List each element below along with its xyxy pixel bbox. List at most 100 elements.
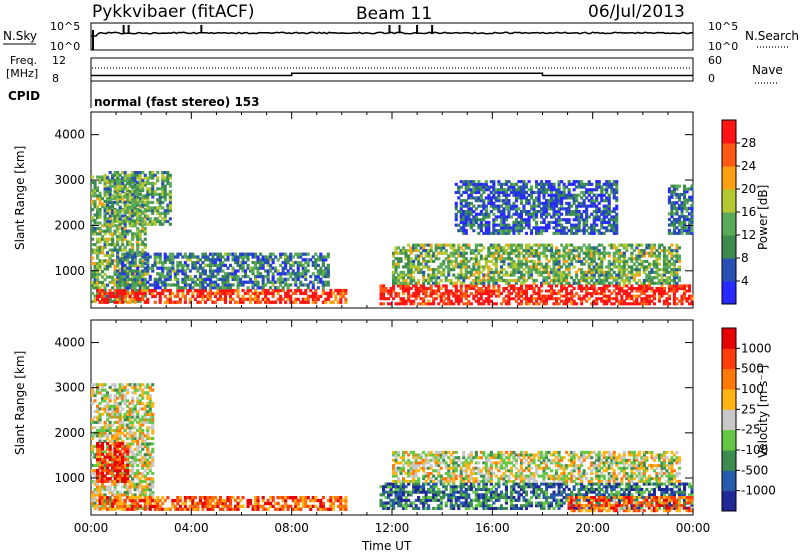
data-cell <box>615 299 619 303</box>
data-cell <box>291 277 295 281</box>
data-cell <box>452 284 456 288</box>
data-cell <box>667 249 671 253</box>
data-cell <box>487 254 491 258</box>
data-cell <box>522 204 526 208</box>
data-cell <box>136 289 140 293</box>
data-cell <box>201 288 205 293</box>
data-cell <box>677 279 681 283</box>
data-cell <box>244 261 248 265</box>
data-cell <box>294 252 298 256</box>
data-cell <box>244 297 248 301</box>
data-cell <box>657 294 661 298</box>
data-cell <box>487 199 491 203</box>
data-cell <box>158 187 162 191</box>
data-cell <box>311 283 315 287</box>
data-cell <box>560 294 564 298</box>
data-cell <box>116 217 120 221</box>
data-cell <box>459 207 463 211</box>
data-cell <box>492 218 496 222</box>
data-cell <box>126 179 130 183</box>
data-cell <box>236 269 240 273</box>
power-data <box>91 171 694 306</box>
data-cell <box>550 190 554 194</box>
data-cell <box>442 243 446 247</box>
data-cell <box>672 276 676 280</box>
data-cell <box>271 277 275 281</box>
data-cell <box>494 289 498 293</box>
data-cell <box>590 287 594 290</box>
data-cell <box>206 283 210 287</box>
data-cell <box>675 284 679 288</box>
data-cell <box>96 197 100 201</box>
data-cell <box>555 218 559 222</box>
data-cell <box>647 281 651 285</box>
data-cell <box>96 490 100 494</box>
data-cell <box>527 297 531 301</box>
data-cell <box>402 265 406 269</box>
data-cell <box>429 249 433 253</box>
data-cell <box>193 280 197 284</box>
data-cell <box>151 171 155 175</box>
data-cell <box>98 402 102 406</box>
data-cell <box>138 209 142 213</box>
data-cell <box>542 294 546 298</box>
data-cell <box>469 281 473 285</box>
data-cell <box>156 261 160 265</box>
data-cell <box>492 292 496 296</box>
data-cell <box>241 261 245 265</box>
data-cell <box>545 199 549 203</box>
data-cell <box>557 218 561 222</box>
data-cell <box>163 294 167 299</box>
data-cell <box>304 297 308 301</box>
data-cell <box>93 232 97 236</box>
data-cell <box>555 212 559 216</box>
data-cell <box>600 297 604 301</box>
data-cell <box>509 292 513 296</box>
data-cell <box>412 243 416 247</box>
data-cell <box>567 262 571 266</box>
data-cell <box>542 251 546 255</box>
data-cell <box>517 249 521 253</box>
data-cell <box>565 292 569 296</box>
data-cell <box>552 257 556 261</box>
data-cell <box>592 251 596 255</box>
data-cell <box>198 294 202 299</box>
data-cell <box>123 252 127 256</box>
data-cell <box>577 204 581 208</box>
data-cell <box>103 272 107 276</box>
data-cell <box>572 281 576 285</box>
data-cell <box>472 204 476 208</box>
data-cell <box>632 249 636 253</box>
data-cell <box>98 251 102 255</box>
data-cell <box>670 279 674 283</box>
data-cell <box>647 294 651 298</box>
data-cell <box>582 231 586 235</box>
data-cell <box>572 226 576 230</box>
data-cell <box>284 252 288 256</box>
data-cell <box>452 254 456 258</box>
data-cell <box>562 251 566 255</box>
data-cell <box>677 287 681 290</box>
data-cell <box>161 269 165 273</box>
data-cell <box>497 180 501 184</box>
data-cell <box>123 258 127 262</box>
data-cell <box>251 297 255 301</box>
data-cell <box>519 196 523 200</box>
data-cell <box>221 286 225 290</box>
data-cell <box>399 299 403 303</box>
data-cell <box>647 243 651 247</box>
data-cell <box>489 299 493 303</box>
data-cell <box>615 251 619 255</box>
data-cell <box>91 243 95 247</box>
data-cell <box>499 249 503 253</box>
data-cell <box>409 270 413 274</box>
data-cell <box>126 187 130 191</box>
data-cell <box>151 222 155 226</box>
data-cell <box>617 281 621 285</box>
data-cell <box>570 226 574 230</box>
data-cell <box>106 251 110 255</box>
data-cell <box>131 179 135 183</box>
data-cell <box>575 212 579 216</box>
data-cell <box>457 223 461 227</box>
data-cell <box>91 299 95 303</box>
